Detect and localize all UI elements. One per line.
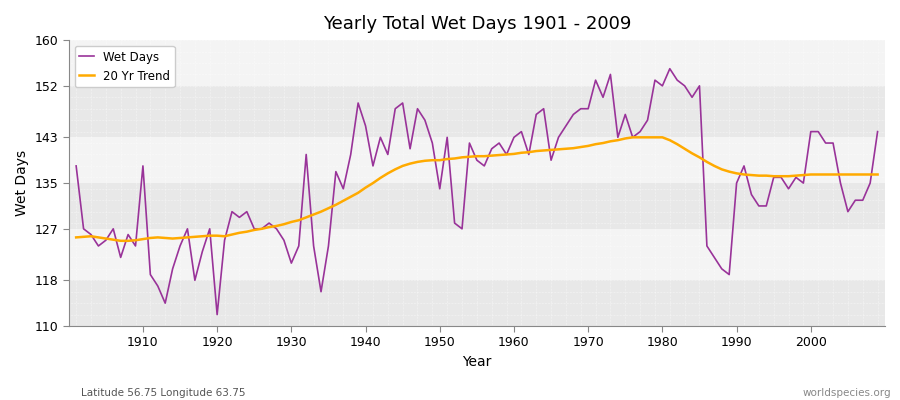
Wet Days xyxy=(130,244,141,248)
20 Yr Trend xyxy=(872,172,883,177)
20 Yr Trend xyxy=(301,215,311,220)
Legend: Wet Days, 20 Yr Trend: Wet Days, 20 Yr Trend xyxy=(75,46,175,87)
Line: 20 Yr Trend: 20 Yr Trend xyxy=(76,137,878,241)
20 Yr Trend xyxy=(138,237,148,242)
Wet Days xyxy=(346,152,356,157)
Bar xyxy=(68,137,885,183)
20 Yr Trend xyxy=(516,150,526,155)
20 Yr Trend xyxy=(508,152,519,156)
Wet Days xyxy=(605,72,616,77)
Wet Days xyxy=(301,152,311,157)
20 Yr Trend xyxy=(627,135,638,140)
20 Yr Trend xyxy=(115,238,126,243)
Bar xyxy=(68,229,885,280)
20 Yr Trend xyxy=(346,194,356,199)
Text: Latitude 56.75 Longitude 63.75: Latitude 56.75 Longitude 63.75 xyxy=(81,388,246,398)
Y-axis label: Wet Days: Wet Days xyxy=(15,150,29,216)
20 Yr Trend xyxy=(605,139,616,144)
Wet Days xyxy=(664,66,675,71)
Text: worldspecies.org: worldspecies.org xyxy=(803,388,891,398)
20 Yr Trend xyxy=(71,235,82,240)
Wet Days xyxy=(508,135,519,140)
Bar xyxy=(68,40,885,86)
Wet Days xyxy=(212,312,222,317)
Bar xyxy=(68,280,885,326)
Line: Wet Days: Wet Days xyxy=(76,69,878,314)
X-axis label: Year: Year xyxy=(463,355,491,369)
Bar xyxy=(68,86,885,137)
Wet Days xyxy=(872,129,883,134)
Wet Days xyxy=(71,164,82,168)
Title: Yearly Total Wet Days 1901 - 2009: Yearly Total Wet Days 1901 - 2009 xyxy=(323,15,631,33)
Wet Days xyxy=(516,129,526,134)
Bar xyxy=(68,183,885,229)
